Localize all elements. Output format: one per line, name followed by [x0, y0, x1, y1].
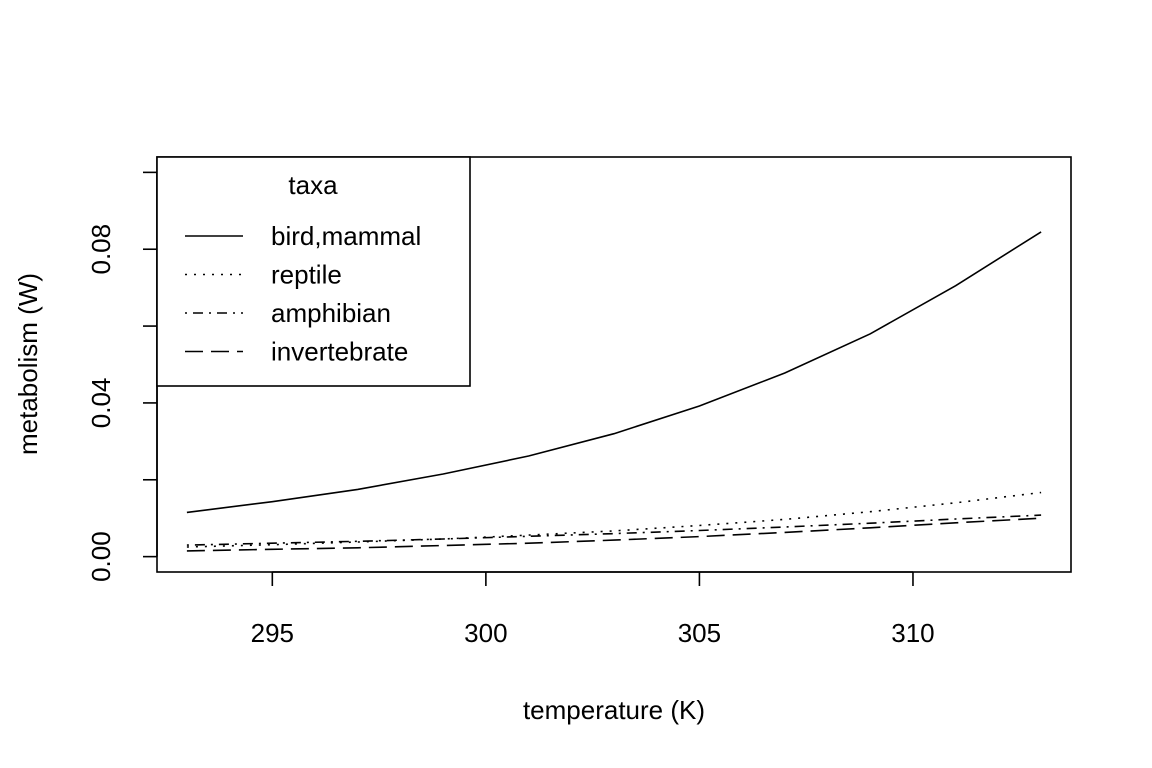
legend-title: taxa	[288, 170, 338, 200]
y-tick-label: 0.04	[86, 378, 116, 429]
x-tick-label: 295	[251, 618, 294, 648]
legend-label: invertebrate	[271, 337, 408, 367]
x-tick-label: 305	[678, 618, 721, 648]
legend: taxa bird,mammal reptile amphibian inverteb…	[156, 156, 471, 387]
series-line	[186, 231, 1042, 514]
series-layer	[186, 231, 1042, 552]
y-tick-label: 0.08	[86, 224, 116, 275]
y-axis-title: metabolism (W)	[13, 273, 43, 455]
legend-items: bird,mammal reptile amphibian invertebrate	[185, 221, 421, 367]
series-line	[186, 514, 1042, 546]
axis-layer: 295 300 305 310 0.00 0.04 0.08	[86, 171, 935, 648]
series-line	[186, 517, 1042, 552]
legend-box	[156, 156, 471, 387]
x-tick-label: 300	[464, 618, 507, 648]
series-line	[186, 491, 1042, 548]
legend-label: reptile	[271, 260, 342, 290]
x-axis-title: temperature (K)	[523, 695, 705, 725]
y-tick-label: 0.00	[86, 531, 116, 582]
legend-label: bird,mammal	[271, 221, 421, 251]
legend-label: amphibian	[271, 298, 391, 328]
x-tick-label: 310	[891, 618, 934, 648]
